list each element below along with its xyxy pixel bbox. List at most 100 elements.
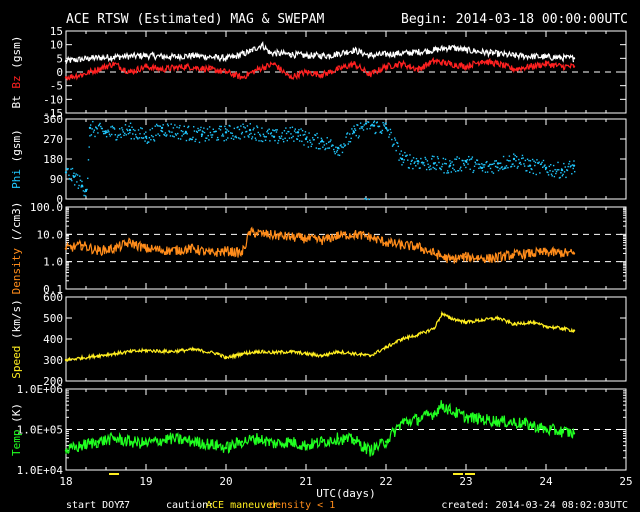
data-point: [432, 48, 436, 52]
data-line: [65, 400, 575, 457]
data-point: [168, 437, 172, 440]
data-point: [272, 129, 274, 131]
data-point: [510, 165, 513, 168]
data-point: [468, 159, 471, 161]
data-point: [219, 129, 222, 131]
data-point: [421, 161, 423, 163]
data-point: [496, 62, 500, 65]
data-point: [208, 68, 212, 71]
data-point: [507, 167, 509, 169]
data-point: [547, 174, 550, 176]
data-point: [320, 440, 324, 443]
y-tick-label: 0.1: [43, 283, 63, 296]
data-point: [162, 124, 164, 126]
data-point: [484, 164, 486, 166]
data-point: [560, 168, 564, 172]
data-point: [64, 76, 68, 79]
data-point: [253, 133, 256, 136]
data-point: [488, 257, 492, 260]
data-point: [196, 131, 199, 133]
data-point: [251, 138, 253, 140]
data-point: [208, 126, 211, 128]
data-point: [499, 168, 501, 170]
data-point: [357, 137, 360, 139]
y-axis-label-part: (gsm): [10, 36, 23, 76]
data-point: [192, 54, 196, 57]
data-point: [484, 171, 487, 173]
data-point: [400, 337, 404, 341]
data-point: [436, 156, 439, 158]
data-point: [240, 440, 244, 443]
data-point: [557, 161, 559, 164]
data-point: [472, 171, 474, 174]
data-point: [400, 62, 404, 65]
data-point: [124, 132, 126, 135]
data-point: [522, 157, 524, 159]
data-point: [448, 166, 450, 168]
data-point: [237, 137, 240, 139]
data-point: [268, 128, 270, 130]
data-point: [459, 168, 461, 170]
data-point: [384, 122, 386, 125]
data-point: [368, 354, 372, 357]
data-point: [266, 131, 268, 133]
data-point: [420, 157, 422, 160]
y-axis-label-part: Temp: [10, 430, 23, 457]
data-point: [536, 159, 538, 161]
data-point: [560, 65, 564, 68]
y-axis-label: Temp (K): [10, 403, 23, 456]
data-point: [512, 54, 516, 57]
data-point: [336, 146, 340, 150]
data-point: [336, 149, 339, 152]
data-point: [128, 125, 130, 128]
data-point: [555, 172, 557, 175]
data-point: [352, 438, 356, 442]
data-point: [495, 160, 498, 162]
data-point: [121, 127, 123, 129]
data-point: [187, 126, 189, 129]
series-bt: [64, 41, 576, 65]
data-point: [480, 166, 484, 170]
data-point: [398, 159, 400, 161]
data-point: [130, 138, 132, 140]
data-point: [235, 135, 237, 137]
data-point: [330, 145, 333, 147]
data-line: [65, 310, 575, 362]
data-point: [512, 163, 514, 165]
data-point: [505, 167, 507, 169]
data-point: [112, 55, 116, 59]
data-point: [434, 162, 437, 164]
data-point: [359, 127, 361, 130]
x-tick-label: 20: [219, 475, 232, 488]
data-point: [331, 144, 334, 146]
data-point: [465, 166, 467, 169]
data-point: [447, 172, 450, 174]
data-point: [150, 138, 152, 141]
data-point: [306, 136, 308, 138]
data-point: [275, 129, 277, 131]
data-point: [534, 161, 537, 164]
data-point: [544, 166, 548, 170]
data-point: [369, 127, 371, 130]
data-point: [213, 131, 215, 133]
data-point: [408, 51, 412, 55]
data-point: [490, 163, 492, 166]
data-point: [317, 136, 319, 139]
data-point: [441, 165, 443, 168]
data-point: [515, 160, 517, 162]
data-point: [101, 127, 103, 130]
data-point: [270, 132, 273, 134]
data-point: [383, 124, 385, 126]
data-point: [110, 133, 113, 136]
data-point: [496, 420, 500, 423]
data-point: [169, 131, 171, 133]
data-point: [313, 139, 315, 141]
data-point: [410, 160, 413, 162]
data-point: [190, 138, 193, 141]
data-point: [301, 129, 304, 132]
data-point: [66, 168, 69, 171]
y-tick-label: 270: [43, 133, 63, 146]
data-point: [541, 161, 543, 164]
data-point: [254, 137, 257, 139]
data-point: [453, 169, 455, 171]
